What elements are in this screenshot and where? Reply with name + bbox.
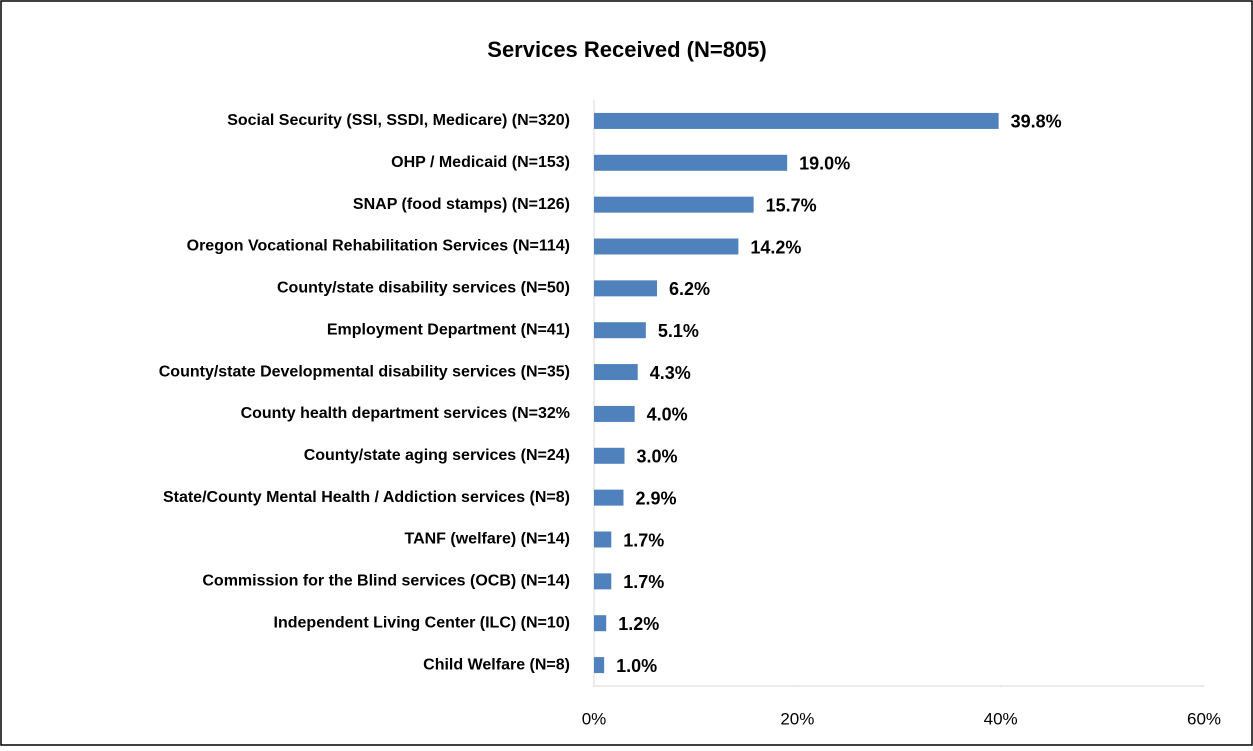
value-label: 14.2% (750, 237, 801, 257)
value-label: 1.2% (618, 614, 659, 634)
bar (594, 322, 646, 339)
y-tick-label: OHP / Medicaid (N=153) (391, 154, 570, 171)
y-tick-label: Social Security (SSI, SSDI, Medicare) (N… (227, 112, 570, 129)
value-label: 6.2% (669, 279, 710, 299)
value-label: 15.7% (766, 195, 817, 215)
y-tick-label: County/state disability services (N=50) (277, 280, 570, 297)
bar (594, 154, 788, 171)
y-tick-label: County/state aging services (N=24) (304, 447, 570, 464)
bar (594, 112, 999, 129)
value-label: 19.0% (799, 154, 850, 174)
value-label: 2.9% (635, 488, 676, 508)
value-label: 1.0% (616, 656, 657, 676)
x-tick-label: 20% (780, 709, 814, 728)
value-label: 4.3% (650, 363, 691, 383)
bar (594, 364, 638, 381)
y-tick-label: Commission for the Blind services (OCB) … (202, 573, 570, 590)
x-tick-label: 40% (984, 709, 1018, 728)
x-tick-label: 0% (582, 709, 607, 728)
y-tick-label: Child Welfare (N=8) (423, 656, 570, 673)
bar (594, 489, 624, 506)
value-label: 3.0% (637, 447, 678, 467)
bar (594, 615, 607, 632)
value-label: 39.8% (1011, 112, 1062, 132)
value-label: 1.7% (623, 572, 664, 592)
bar (594, 573, 612, 590)
bar (594, 447, 625, 464)
y-tick-label: County/state Developmental disability se… (159, 363, 570, 380)
bar (594, 531, 612, 548)
y-tick-label: SNAP (food stamps) (N=126) (353, 196, 570, 213)
value-label: 4.0% (647, 405, 688, 425)
value-label: 5.1% (658, 321, 699, 341)
bar (594, 238, 739, 255)
value-label: 1.7% (623, 530, 664, 550)
bar (594, 196, 754, 213)
y-tick-label: TANF (welfare) (N=14) (404, 531, 570, 548)
y-tick-label: Oregon Vocational Rehabilitation Service… (187, 238, 570, 255)
x-tick-label: 60% (1187, 709, 1221, 728)
bar (594, 280, 658, 297)
chart-title: Services Received (N=805) (487, 37, 766, 62)
bar (594, 405, 635, 422)
y-tick-label: County health department services (N=32% (241, 405, 570, 422)
y-tick-label: Employment Department (N=41) (327, 321, 570, 338)
y-tick-label: State/County Mental Health / Addiction s… (163, 489, 570, 506)
y-tick-label: Independent Living Center (ILC) (N=10) (274, 614, 570, 631)
bar (594, 657, 605, 674)
